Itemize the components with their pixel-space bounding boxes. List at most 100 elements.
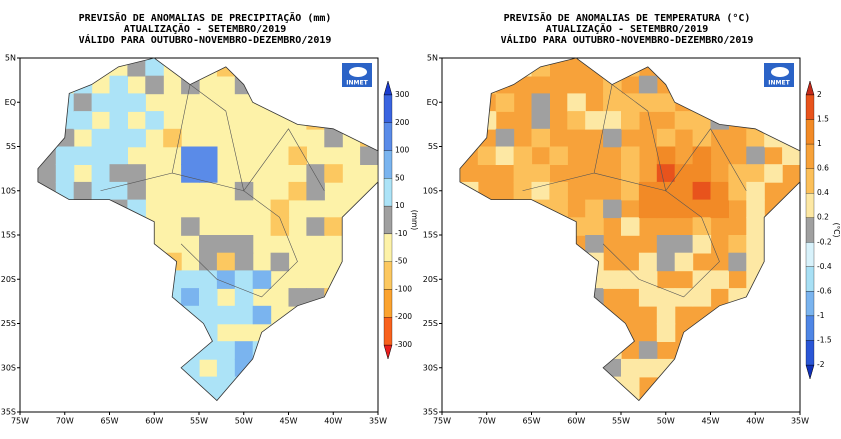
cell: [674, 164, 694, 183]
colorbar-unit: (°C): [832, 223, 841, 238]
cell: [109, 111, 128, 130]
lat-label: 20S: [1, 275, 16, 284]
lon-label: 70W: [478, 417, 496, 426]
cell: [324, 128, 343, 148]
cell: [603, 270, 622, 289]
cell: [728, 235, 747, 254]
cell: [127, 128, 146, 148]
cell: [127, 181, 146, 201]
cell: [163, 128, 182, 148]
lat-label: 5N: [427, 54, 438, 63]
cell: [109, 128, 128, 148]
colorbar-end: [383, 344, 393, 360]
map-title: ATUALIZAÇÃO - SETEMBRO/2019: [546, 22, 709, 35]
cell: [270, 199, 290, 219]
lat-label: 5N: [5, 54, 16, 63]
cell: [378, 376, 379, 396]
colorbar-label: -100: [395, 284, 412, 293]
cell: [531, 181, 550, 201]
lon-label: 35W: [791, 417, 809, 426]
cell: [692, 288, 712, 307]
cell: [728, 252, 747, 272]
cell: [73, 111, 93, 130]
cell: [621, 93, 640, 112]
colorbar-label: 10: [395, 201, 405, 210]
cell: [360, 146, 379, 165]
cell: [55, 164, 75, 183]
cell: [91, 181, 111, 201]
cell: [199, 146, 218, 165]
cell: [638, 181, 658, 201]
cell: [656, 305, 676, 325]
cell: [109, 146, 128, 165]
cell: [728, 181, 747, 201]
cell: [638, 288, 658, 307]
cell: [692, 128, 712, 148]
cell: [638, 341, 658, 360]
cell: [621, 270, 640, 289]
cell: [127, 93, 146, 112]
cell: [234, 341, 254, 360]
cell: [746, 128, 765, 148]
cell: [764, 164, 783, 183]
colorbar-label: -2: [817, 360, 825, 369]
colorbar-segment: [383, 289, 393, 318]
cell: [638, 270, 658, 289]
cell: [531, 93, 550, 112]
cell: [216, 358, 236, 378]
cell: [710, 181, 729, 201]
cell: [378, 358, 379, 378]
map-title: PREVISÃO DE ANOMALIAS DE TEMPERATURA (°C…: [504, 11, 751, 24]
cell: [674, 181, 694, 201]
colorbar-label: -0.4: [817, 262, 832, 271]
cell: [109, 164, 128, 183]
cell: [674, 111, 694, 130]
colorbar-segment: [805, 291, 815, 317]
cell: [109, 93, 128, 112]
lon-label: 60W: [567, 417, 585, 426]
cell: [674, 235, 694, 254]
lon-label: 75W: [11, 417, 29, 426]
colorbar-label: -10: [395, 229, 407, 238]
lat-label: 5S: [428, 142, 438, 151]
cell: [621, 217, 640, 236]
map-title: ATUALIZAÇÃO - SETEMBRO/2019: [124, 22, 287, 35]
map-panel: PREVISÃO DE ANOMALIAS DE PRECIPITAÇÃO (m…: [1, 11, 419, 426]
cell: [746, 181, 765, 201]
map-panel: PREVISÃO DE ANOMALIAS DE TEMPERATURA (°C…: [423, 11, 841, 426]
cell: [638, 252, 658, 272]
cell: [181, 217, 200, 236]
cell: [746, 164, 765, 183]
cell: [692, 164, 712, 183]
cell: [746, 252, 765, 272]
cell: [656, 199, 676, 219]
cell: [199, 164, 218, 183]
colorbar-segment: [805, 168, 815, 194]
cell: [513, 181, 533, 201]
cell: [603, 199, 622, 219]
cell: [91, 93, 111, 112]
cell: [55, 146, 75, 165]
cell: [109, 181, 128, 201]
cell: [216, 341, 236, 360]
lat-label: EQ: [5, 98, 16, 107]
cell: [234, 305, 254, 325]
colorbar-segment: [805, 315, 815, 341]
colorbar-label: 100: [395, 146, 410, 155]
lon-label: 45W: [279, 417, 297, 426]
cell: [621, 111, 640, 130]
colorbar-segment: [805, 94, 815, 120]
colorbar-unit: (mm): [410, 210, 419, 231]
cell: [37, 164, 57, 183]
cell: [306, 217, 325, 236]
cell: [324, 217, 343, 236]
cell: [656, 235, 676, 254]
cell: [621, 181, 640, 201]
cell: [199, 288, 218, 307]
colorbar-segment: [383, 317, 393, 346]
cell: [728, 164, 747, 183]
cell: [531, 111, 550, 130]
cell: [585, 199, 604, 219]
cell: [656, 164, 676, 183]
